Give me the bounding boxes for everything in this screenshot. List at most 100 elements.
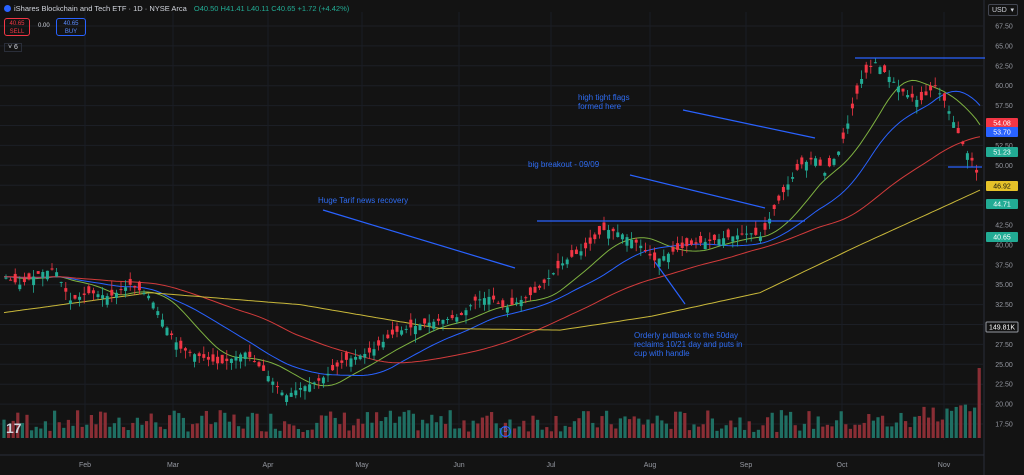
sell-button[interactable]: 40.65 SELL xyxy=(4,18,30,36)
volume-bar xyxy=(342,412,346,438)
volume-bar xyxy=(278,430,282,438)
volume-bar xyxy=(853,424,857,438)
y-tick-label: 35.00 xyxy=(995,282,1013,289)
volume-bar xyxy=(379,421,383,438)
volume-bar xyxy=(812,428,816,438)
volume-bar xyxy=(250,412,254,438)
candle xyxy=(620,234,624,240)
y-tick-label: 22.50 xyxy=(995,382,1013,389)
price-badge-label: 149.81K xyxy=(989,325,1015,332)
candle xyxy=(68,300,72,304)
candle xyxy=(929,85,933,91)
price-badge xyxy=(986,118,1018,128)
candle xyxy=(791,177,795,179)
candle xyxy=(814,158,818,166)
candle xyxy=(717,239,721,246)
volume-bar xyxy=(361,423,365,438)
volume-bar xyxy=(871,420,875,438)
volume-bar xyxy=(549,431,553,438)
volume-bar xyxy=(103,412,107,438)
volume-bar xyxy=(789,411,793,438)
x-axis-label: Oct xyxy=(837,462,848,469)
volume-bar xyxy=(329,411,333,438)
volume-bar xyxy=(605,410,609,438)
volume-bar xyxy=(145,421,149,438)
volume-bar xyxy=(370,422,374,438)
candle xyxy=(27,273,31,280)
volume-bar xyxy=(950,410,954,438)
volume-bar xyxy=(876,417,880,438)
indicators-toggle[interactable]: ˅ 6 xyxy=(4,43,22,52)
candle xyxy=(915,99,919,107)
ma200-line xyxy=(3,189,981,331)
annotation-line xyxy=(654,261,686,305)
volume-bar xyxy=(407,410,411,438)
volume-bar xyxy=(844,424,848,438)
candle xyxy=(229,358,233,363)
candle xyxy=(55,272,59,277)
candle xyxy=(639,245,643,249)
volume-bar xyxy=(517,426,521,438)
volume-bar xyxy=(927,417,931,438)
volume-bar xyxy=(595,427,599,438)
candle xyxy=(653,252,657,261)
candle xyxy=(712,234,716,241)
x-axis-label: Sep xyxy=(740,462,753,469)
volume-bar xyxy=(154,422,158,438)
volume-bar xyxy=(881,415,885,438)
candle xyxy=(630,239,634,249)
dividend-event-icon[interactable]: D xyxy=(500,426,511,437)
buy-button[interactable]: 40.65 BUY xyxy=(56,18,86,36)
volume-bar xyxy=(752,431,756,438)
candle xyxy=(758,236,762,241)
currency-select[interactable]: USD xyxy=(988,4,1018,17)
candle xyxy=(827,157,831,167)
candle xyxy=(423,318,427,324)
candle xyxy=(901,88,905,92)
candle xyxy=(114,292,118,298)
candle xyxy=(441,319,445,324)
candle xyxy=(280,392,284,396)
candle xyxy=(303,386,307,392)
candle xyxy=(459,312,463,316)
candle xyxy=(722,238,726,246)
candle xyxy=(363,354,367,358)
candle xyxy=(510,297,514,305)
volume-bar xyxy=(62,427,66,438)
volume-bar xyxy=(913,416,917,438)
annotation-text: big breakout - 09/09 xyxy=(528,160,600,169)
symbol-title[interactable]: iShares Blockchain and Tech ETF · 1D · N… xyxy=(14,4,187,13)
volume-bar xyxy=(747,421,751,438)
volume-bar xyxy=(232,414,236,438)
volume-bar xyxy=(319,415,323,438)
candle xyxy=(680,242,684,249)
candle xyxy=(211,354,215,362)
volume-bar xyxy=(430,414,434,438)
x-axis-label: Mar xyxy=(167,462,180,469)
y-tick-label: 52.50 xyxy=(995,143,1013,150)
price-badge xyxy=(986,147,1018,157)
candle xyxy=(565,259,569,265)
y-tick-label: 17.50 xyxy=(995,422,1013,429)
candle xyxy=(850,103,854,109)
volume-bar xyxy=(904,421,908,438)
volume-bar xyxy=(729,420,733,438)
volume-bar xyxy=(710,418,714,438)
candle xyxy=(418,324,422,331)
candle xyxy=(542,279,546,283)
volume-bar xyxy=(34,426,38,438)
candle xyxy=(735,235,739,240)
x-axis-label: Aug xyxy=(644,462,657,469)
volume-bar xyxy=(476,423,480,438)
volume-bar xyxy=(80,426,84,438)
volume-bar xyxy=(20,422,24,438)
candle xyxy=(36,271,40,274)
volume-bar xyxy=(839,411,843,438)
candle xyxy=(887,76,891,83)
volume-bar xyxy=(76,410,80,438)
volume-bar xyxy=(899,412,903,438)
volume-bar xyxy=(536,419,540,438)
candle xyxy=(197,353,201,357)
candle xyxy=(22,278,26,283)
